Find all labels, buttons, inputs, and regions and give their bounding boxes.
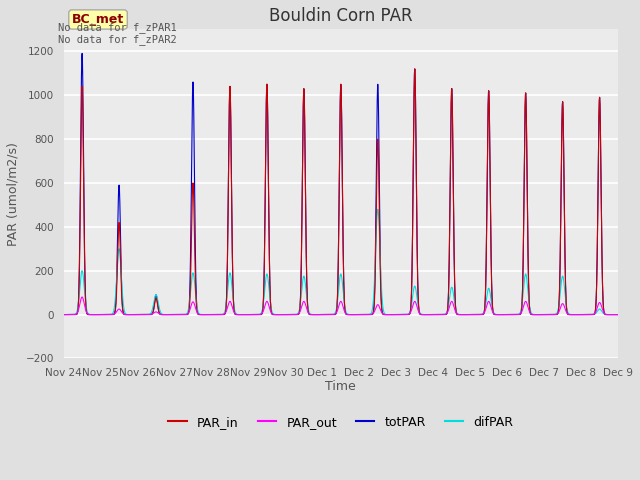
Text: No data for f_zPAR1
No data for f_zPAR2: No data for f_zPAR1 No data for f_zPAR2 (58, 22, 177, 45)
Legend: PAR_in, PAR_out, totPAR, difPAR: PAR_in, PAR_out, totPAR, difPAR (163, 411, 518, 434)
Y-axis label: PAR (umol/m2/s): PAR (umol/m2/s) (7, 142, 20, 246)
X-axis label: Time: Time (326, 380, 356, 393)
Text: BC_met: BC_met (72, 13, 124, 26)
Title: Bouldin Corn PAR: Bouldin Corn PAR (269, 7, 413, 25)
